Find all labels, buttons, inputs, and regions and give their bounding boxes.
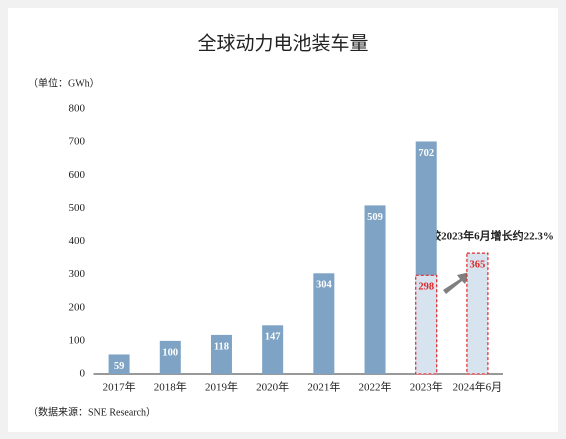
x-tick-label: 2022年	[359, 380, 392, 394]
x-tick-label: 2019年	[205, 380, 238, 394]
value-label: 100	[162, 347, 178, 358]
value-label: 702	[418, 148, 434, 159]
y-tick-label: 800	[69, 103, 86, 115]
arrow	[443, 272, 470, 294]
value-label: 147	[265, 332, 281, 343]
x-tick-label: 2024年6月	[453, 380, 503, 394]
x-tick-label: 2018年	[154, 380, 187, 394]
value-label: 509	[367, 212, 383, 223]
bar	[415, 274, 438, 375]
annotation: 较2023年6月增长约22.3%	[430, 229, 554, 243]
bar	[313, 273, 335, 374]
y-tick-label: 200	[69, 301, 86, 313]
value-label: 298	[418, 282, 434, 293]
y-tick-label: 600	[69, 169, 86, 181]
y-tick-label: 500	[69, 202, 86, 214]
bar	[210, 334, 232, 374]
y-tick-label: 300	[69, 268, 86, 280]
bar	[262, 325, 284, 374]
x-tick-label: 2023年	[410, 380, 443, 394]
bar	[108, 354, 130, 374]
bar	[159, 340, 181, 374]
value-label: 304	[316, 280, 333, 291]
x-tick-label: 2017年	[103, 380, 136, 394]
y-tick-label: 700	[69, 136, 86, 148]
value-label: 365	[470, 260, 486, 271]
y-tick-label: 100	[69, 334, 86, 346]
bar	[364, 205, 386, 374]
chart-title: 全球动力电池装车量	[197, 32, 368, 54]
y-tick-label: 400	[69, 235, 86, 247]
value-label: 59	[114, 361, 125, 372]
value-label: 118	[214, 341, 229, 352]
y-tick-label: 0	[80, 368, 86, 380]
source: （数据来源：SNE Research）	[28, 405, 156, 418]
x-tick-label: 2020年	[256, 380, 289, 394]
x-tick-label: 2021年	[307, 380, 340, 394]
bar	[466, 252, 489, 375]
unit-label: （单位：GWh）	[28, 76, 100, 89]
